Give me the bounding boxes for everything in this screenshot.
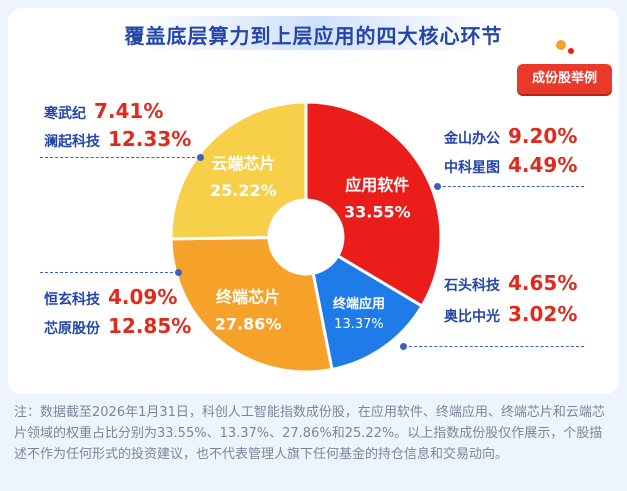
stock-name: 奥比中光	[444, 309, 500, 325]
pie-slice	[169, 100, 308, 241]
footnote: 注：数据截至2026年1月31日，科创人工智能指数成份股，在应用软件、终端应用、…	[14, 405, 605, 462]
slice-value: 27.86%	[215, 314, 282, 333]
stock-item: 澜起科技 12.33%	[44, 127, 191, 151]
stock-item: 石头科技 4.65%	[444, 271, 577, 295]
stock-weight: 4.65%	[508, 271, 578, 295]
connector-line	[40, 157, 200, 158]
stock-weight: 3.02%	[508, 302, 578, 326]
example-stocks-badge: 成份股举例	[517, 64, 612, 94]
decor-dot-orange	[556, 40, 566, 50]
connector-dot	[434, 183, 441, 190]
stock-weight: 7.41%	[94, 99, 164, 123]
stock-name: 寒武纪	[44, 106, 86, 122]
decor-dot-red	[568, 48, 574, 54]
slice-value: 13.37%	[334, 317, 384, 332]
connector-line	[404, 346, 584, 347]
stock-item: 中科星图 4.49%	[444, 153, 577, 177]
connector-dot	[400, 343, 407, 350]
stock-name: 中科星图	[444, 160, 500, 176]
stock-item: 寒武纪 7.41%	[44, 99, 163, 123]
connector-dot	[175, 269, 182, 276]
stock-name: 石头科技	[444, 278, 500, 294]
pie-slice	[304, 100, 443, 309]
stock-item: 恒玄科技 4.09%	[44, 285, 177, 309]
stock-name: 恒玄科技	[44, 292, 100, 308]
stock-name: 芯原股份	[44, 321, 100, 337]
connector-line	[40, 272, 178, 273]
slice-label: 应用软件	[345, 175, 409, 194]
title-highlight	[140, 16, 490, 50]
slice-value: 33.55%	[344, 202, 411, 221]
connector-line	[438, 186, 584, 187]
stock-item: 芯原股份 12.85%	[44, 314, 191, 338]
connector-dot	[197, 154, 204, 161]
stock-weight: 4.49%	[508, 153, 578, 177]
slice-label: 终端芯片	[216, 287, 280, 306]
slice-label: 云端芯片	[211, 154, 275, 173]
stock-name: 金山办公	[444, 131, 500, 147]
chart-title: 覆盖底层算力到上层应用的四大核心环节	[124, 24, 503, 48]
stock-weight: 12.85%	[108, 314, 192, 338]
slice-value: 25.22%	[210, 181, 277, 200]
stock-item: 金山办公 9.20%	[444, 124, 577, 148]
stock-item: 奥比中光 3.02%	[444, 302, 577, 326]
stock-weight: 4.09%	[108, 285, 178, 309]
slice-label: 终端应用	[333, 296, 385, 312]
pie-slice	[311, 253, 425, 372]
stock-weight: 12.33%	[108, 127, 192, 151]
pie-slice	[169, 235, 334, 374]
stock-name: 澜起科技	[44, 134, 100, 150]
stock-weight: 9.20%	[508, 124, 578, 148]
